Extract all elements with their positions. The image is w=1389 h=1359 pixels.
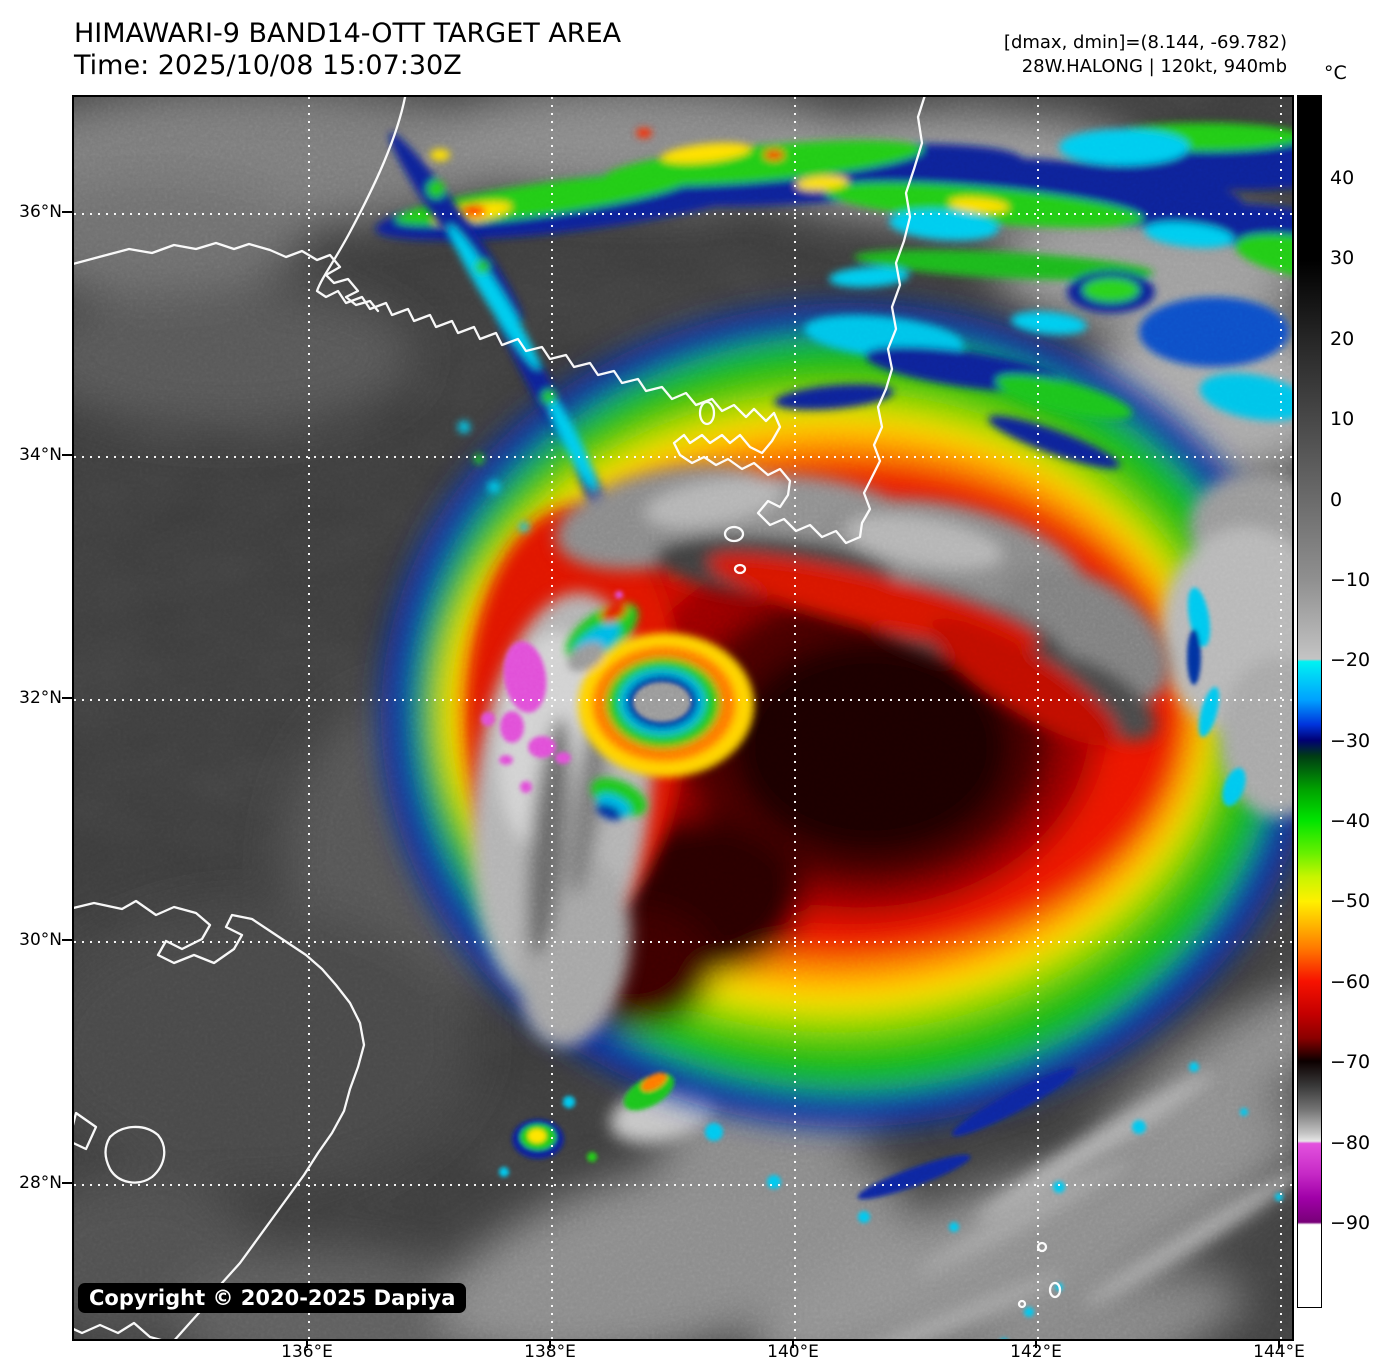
lat-label-30n: 30°N [19,930,62,950]
colorbar-tick: −30 [1330,730,1371,752]
lon-label-138e: 138°E [524,1342,576,1359]
colorbar-tick: −10 [1330,569,1371,591]
dmax-dmin-label: [dmax, dmin]=(8.144, -69.782) [1003,32,1287,53]
copyright-badge: Copyright © 2020-2025 Dapiya [78,1283,467,1313]
lat-label-32n: 32°N [19,688,62,708]
colorbar-tick: 0 [1330,489,1343,511]
lat-tick [62,454,72,456]
lat-label-28n: 28°N [19,1173,62,1193]
colorbar-tick: −50 [1330,890,1371,912]
lon-tick [1278,1339,1280,1348]
colorbar-tick: −20 [1330,649,1371,671]
timestamp-label: Time: 2025/10/08 15:07:30Z [74,50,462,81]
lon-tick [1035,1339,1037,1348]
colorbar-tick: 40 [1330,167,1355,189]
satellite-image [74,97,1292,1339]
latlon-grid [74,97,1292,1339]
colorbar-tick: −80 [1330,1132,1371,1154]
satellite-map: Copyright © 2020-2025 Dapiya [72,95,1294,1341]
colorbar-gradient [1297,95,1322,1308]
colorbar-tick: −40 [1330,810,1371,832]
lat-label-34n: 34°N [19,445,62,465]
colorbar-unit-label: °C [1324,62,1347,84]
lat-label-36n: 36°N [19,202,62,222]
lat-tick [62,697,72,699]
lat-tick [62,939,72,941]
lon-tick [792,1339,794,1348]
lon-label-142e: 142°E [1010,1342,1062,1359]
lon-label-136e: 136°E [281,1342,333,1359]
colorbar-tick: 30 [1330,247,1355,269]
lon-tick [306,1339,308,1348]
colorbar-tick: 20 [1330,328,1355,350]
colorbar-tick: −70 [1330,1051,1371,1073]
lat-tick [62,211,72,213]
colorbar-tick: 10 [1330,408,1355,430]
colorbar-tick: −90 [1330,1212,1371,1234]
page-title: HIMAWARI-9 BAND14-OTT TARGET AREA [74,18,622,49]
lon-tick [549,1339,551,1348]
lat-tick [62,1182,72,1184]
colorbar-tick: −60 [1330,971,1371,993]
lon-label-144e: 144°E [1253,1342,1305,1359]
lon-label-140e: 140°E [767,1342,819,1359]
storm-info-label: 28W.HALONG | 120kt, 940mb [1021,56,1287,77]
